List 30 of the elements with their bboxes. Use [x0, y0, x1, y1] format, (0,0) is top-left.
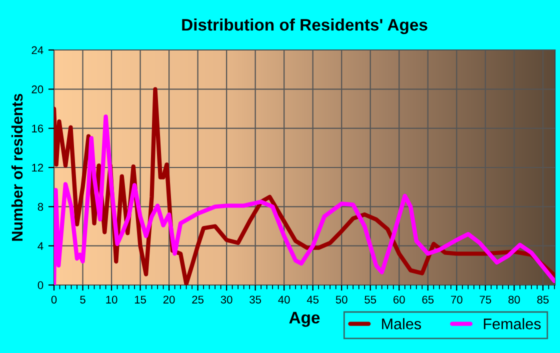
x-tick-label: 45 — [306, 296, 319, 304]
x-tick-label: 20 — [163, 296, 175, 304]
y-tick-label: 4 — [38, 242, 44, 250]
y-tick-label: 12 — [32, 164, 44, 172]
x-tick-label: 80 — [508, 296, 520, 304]
x-tick-label: 85 — [537, 296, 549, 304]
y-tick-label: 24 — [32, 46, 44, 54]
legend-label: Females — [484, 318, 541, 330]
x-tick-label: 0 — [51, 296, 57, 304]
x-tick-label: 70 — [451, 296, 462, 304]
x-tick-label: 40 — [278, 296, 290, 304]
x-axis-title: Age — [289, 312, 320, 327]
y-tick-label: 8 — [38, 202, 44, 211]
chart-title: Distribution of Residents' Ages — [182, 18, 428, 34]
x-tick-label: 60 — [394, 296, 405, 304]
x-tick-label: 10 — [106, 296, 118, 304]
y-tick-label: 16 — [32, 124, 44, 132]
y-tick-label: 20 — [32, 85, 44, 94]
x-tick-label: 65 — [422, 296, 434, 304]
x-tick-label: 30 — [220, 296, 232, 304]
x-tick-label: 35 — [250, 296, 262, 304]
x-tick-label: 55 — [364, 296, 376, 304]
x-tick-label: 5 — [80, 296, 86, 304]
x-tick-label: 75 — [480, 296, 492, 304]
legend-label: Males — [382, 318, 422, 330]
y-tick-label: 0 — [38, 281, 44, 290]
x-tick-label: 15 — [134, 296, 146, 304]
y-axis-title: Number of residents — [11, 94, 23, 241]
x-tick-label: 25 — [192, 296, 204, 304]
x-tick-label: 50 — [336, 296, 348, 304]
